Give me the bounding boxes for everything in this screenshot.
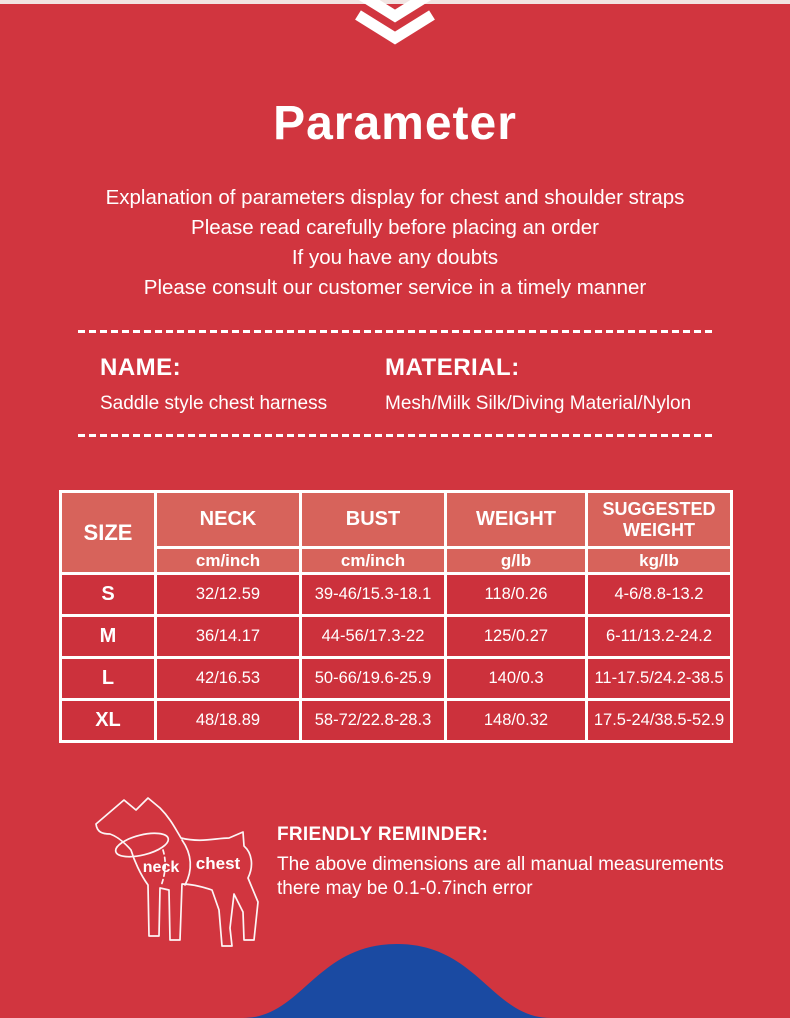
weight-cell: 118/0.26 [444,572,588,617]
table-row: M 36/14.17 44-56/17.3-22 125/0.27 6-11/1… [59,614,733,659]
intro-line: Explanation of parameters display for ch… [105,186,685,209]
suggested-weight-cell: 11-17.5/24.2-38.5 [585,656,733,701]
bust-cell: 44-56/17.3-22 [299,614,447,659]
chest-strap-line [181,839,192,886]
column-header-weight: WEIGHT [444,490,588,549]
unit-neck: cm/inch [154,546,302,575]
reminder-line: The above dimensions are all manual meas… [277,854,724,875]
name-block: NAME: Saddle style chest harness [100,354,385,415]
suggested-weight-cell: 6-11/13.2-24.2 [585,614,733,659]
dog-outline-icon [95,797,259,947]
neck-girth-dashed-line [160,849,167,887]
dashed-divider [78,330,712,333]
weight-cell: 125/0.27 [444,614,588,659]
product-info-section: NAME: Saddle style chest harness MATERIA… [100,354,745,415]
weight-cell: 140/0.3 [444,656,588,701]
dashed-divider [78,434,712,437]
material-block: MATERIAL: Mesh/Milk Silk/Diving Material… [385,354,745,415]
table-row: XL 48/18.89 58-72/22.8-28.3 148/0.32 17.… [59,698,733,743]
intro-line: If you have any doubts [291,246,499,269]
column-header-suggested-weight: SUGGESTED WEIGHT [585,490,733,549]
suggested-weight-cell: 17.5-24/38.5-52.9 [585,698,733,743]
name-label: NAME: [100,354,182,381]
bust-cell: 58-72/22.8-28.3 [299,698,447,743]
table-units-row: cm/inch cm/inch g/lb kg/lb [61,546,733,575]
neck-strap-line [114,832,170,858]
size-cell: XL [59,698,157,743]
top-edge-strip [0,0,790,4]
table-row: L 42/16.53 50-66/19.6-25.9 140/0.3 11-17… [59,656,733,701]
unit-weight: g/lb [444,546,588,575]
size-cell: S [59,572,157,617]
bust-cell: 39-46/15.3-18.1 [299,572,447,617]
dog-measurement-diagram: neck chest [95,797,259,947]
chest-label: chest [196,854,241,873]
column-header-size: SIZE [59,490,157,575]
unit-bust: cm/inch [299,546,447,575]
suggested-weight-cell: 4-6/8.8-13.2 [585,572,733,617]
size-chart-table: SIZE NECK BUST WEIGHT SUGGESTED WEIGHT c… [59,490,733,743]
bust-cell: 50-66/19.6-25.9 [299,656,447,701]
intro-line: Please read carefully before placing an … [191,216,599,239]
size-cell: L [59,656,157,701]
weight-cell: 148/0.32 [444,698,588,743]
neck-cell: 36/14.17 [154,614,302,659]
neck-cell: 48/18.89 [154,698,302,743]
double-chevron-down-icon [355,0,435,45]
reminder-title: FRIENDLY REMINDER: [277,824,489,845]
intro-line: Please consult our customer service in a… [143,276,647,299]
material-value: Mesh/Milk Silk/Diving Material/Nylon [385,393,692,414]
table-row: S 32/12.59 39-46/15.3-18.1 118/0.26 4-6/… [59,572,733,617]
reminder-line: there may be 0.1-0.7inch error [277,878,533,899]
page-title: Parameter [273,97,517,150]
column-header-bust: BUST [299,490,447,549]
name-value: Saddle style chest harness [100,393,328,414]
neck-cell: 42/16.53 [154,656,302,701]
intro-text: Explanation of parameters display for ch… [0,183,790,303]
friendly-reminder: FRIENDLY REMINDER: The above dimensions … [277,824,724,901]
material-label: MATERIAL: [385,354,520,381]
neck-label: neck [143,859,180,876]
column-header-neck: NECK [154,490,302,549]
table-header-row: SIZE NECK BUST WEIGHT SUGGESTED WEIGHT [59,490,733,575]
size-cell: M [59,614,157,659]
unit-suggested-weight: kg/lb [585,546,733,575]
neck-cell: 32/12.59 [154,572,302,617]
bottom-wave-decoration [243,944,551,1018]
